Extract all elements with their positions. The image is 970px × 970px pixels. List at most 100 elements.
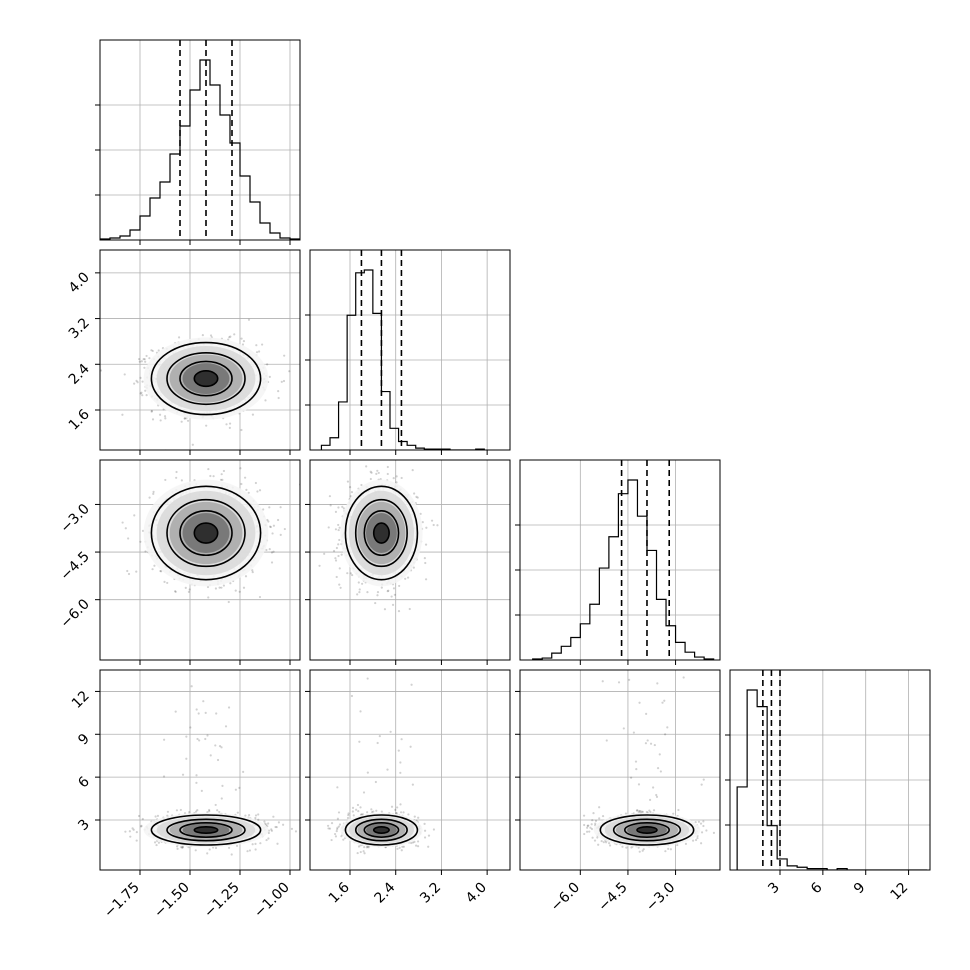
scatter-point [218, 586, 221, 589]
scatter-point [393, 593, 396, 596]
scatter-point [283, 354, 286, 357]
scatter-point [258, 595, 262, 599]
scatter-point [220, 473, 223, 476]
scatter-point [163, 580, 166, 583]
scatter-point [204, 737, 207, 741]
scatter-point [139, 392, 142, 395]
scatter-point [142, 358, 145, 361]
scatter-point [176, 847, 179, 850]
scatter-point [423, 557, 426, 560]
scatter-point [387, 589, 390, 592]
scatter-point [228, 426, 231, 429]
scatter-point [212, 475, 215, 478]
scatter-point [143, 366, 146, 369]
contour-line [179, 509, 233, 557]
scatter-point [246, 850, 249, 853]
scatter-point [370, 471, 373, 474]
scatter-point [174, 590, 177, 593]
scatter-point [233, 333, 236, 336]
scatter-point [338, 526, 341, 529]
scatter-point [379, 478, 382, 481]
scatter-point [144, 550, 147, 553]
scatter-point [358, 590, 361, 594]
scatter-point [135, 839, 138, 842]
scatter-point [200, 789, 203, 792]
scatter-point [190, 685, 193, 688]
scatter-point [136, 381, 139, 384]
scatter-point [188, 588, 191, 591]
density-level [373, 523, 390, 544]
scatter-point [141, 394, 144, 397]
scatter-point [145, 394, 148, 397]
scatter-point [376, 469, 379, 472]
scatter-point [152, 492, 155, 495]
scatter-point [191, 443, 194, 446]
contour-line [363, 509, 400, 557]
scatter-point [218, 810, 221, 814]
scatter-point [244, 476, 247, 479]
scatter-point [139, 540, 142, 543]
scatter-point [234, 589, 237, 592]
scatter-point [267, 822, 270, 825]
panel-frame [519, 459, 721, 661]
scatter-point [282, 379, 286, 383]
scatter-point [277, 390, 280, 393]
scatter-point [205, 424, 208, 427]
scatter-point [425, 526, 428, 529]
scatter-point [335, 575, 338, 579]
scatter-point [184, 586, 187, 589]
scatter-point [369, 477, 372, 481]
scatter-point [375, 472, 378, 475]
scatter-point [424, 543, 428, 546]
scatter-point [201, 334, 204, 337]
scatter-point [266, 363, 269, 366]
scatter-point [229, 582, 232, 585]
scatter-point [254, 848, 257, 851]
scatter-point [257, 818, 260, 821]
scatter-point [216, 758, 220, 762]
scatter-point [264, 399, 267, 402]
scatter-point [221, 478, 224, 481]
scatter-point [318, 564, 321, 567]
scatter-point [222, 584, 225, 587]
panel-frame [99, 249, 301, 451]
scatter-point [380, 586, 383, 589]
scatter-point [242, 586, 246, 589]
scatter-point [180, 479, 183, 482]
scatter-point [341, 505, 344, 508]
scatter-point [386, 465, 389, 469]
scatter-point [135, 570, 138, 573]
scatter-point [183, 417, 187, 420]
scatter-point [186, 419, 190, 422]
scatter-point [413, 492, 416, 495]
scatter-point [153, 564, 156, 567]
scatter-point [366, 591, 369, 594]
scatter-point [262, 508, 265, 511]
scatter-point [150, 409, 153, 413]
scatter-point [398, 584, 401, 588]
scatter-point [412, 566, 415, 569]
scatter-point [225, 423, 228, 426]
scatter-point [411, 468, 414, 472]
scatter-point [404, 577, 407, 580]
scatter-point [407, 576, 410, 579]
scatter-point [157, 349, 160, 352]
scatter-point [327, 526, 330, 529]
scatter-point [227, 706, 231, 709]
scatter-point [332, 549, 336, 553]
scatter-point [140, 391, 143, 394]
scatter-point [258, 489, 262, 492]
contour-line [193, 370, 219, 388]
scatter-point [220, 586, 223, 589]
y-tick-label: −4.5 [57, 549, 92, 584]
scatter-point [365, 465, 368, 468]
scatter-point [145, 354, 148, 358]
scatter-point [276, 518, 280, 522]
scatter-point [334, 559, 338, 562]
scatter-point [135, 831, 138, 834]
scatter-point [198, 739, 201, 742]
scatter-point [150, 349, 153, 352]
scatter-point [139, 376, 142, 379]
scatter-point [340, 553, 343, 556]
scatter-point [415, 495, 418, 498]
